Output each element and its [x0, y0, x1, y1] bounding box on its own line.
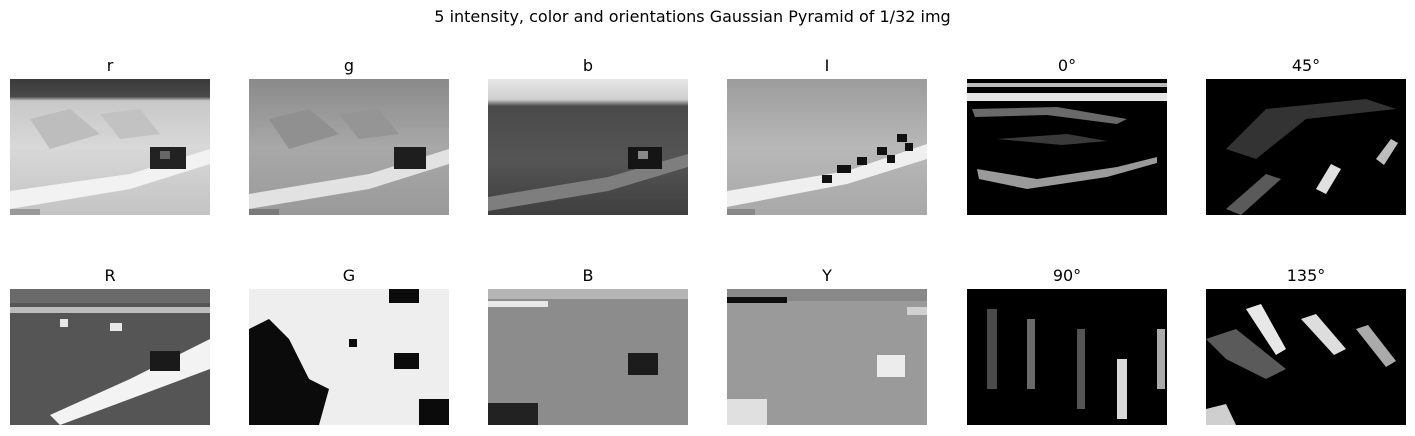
image-intensity: [727, 79, 927, 215]
panel-title-o135: 135°: [1286, 266, 1326, 285]
image-orientation-90: [967, 289, 1167, 425]
panel-title-B: B: [582, 266, 594, 285]
panel-title-o0: 0°: [1057, 56, 1077, 75]
panel-title-b: b: [582, 56, 594, 75]
panel-title-o90: 90°: [1052, 266, 1082, 285]
image-B-color: [488, 289, 688, 425]
image-g-channel: [249, 79, 449, 215]
image-orientation-45: [1206, 79, 1406, 215]
figure-title: 5 intensity, color and orientations Gaus…: [434, 7, 951, 26]
image-Y-color: [727, 289, 927, 425]
panel-title-G: G: [342, 266, 356, 285]
image-orientation-0: [967, 79, 1167, 215]
image-G-color: [249, 289, 449, 425]
image-orientation-135: [1206, 289, 1406, 425]
panel-title-g: g: [343, 56, 355, 75]
panel-title-r: r: [106, 56, 114, 75]
panel-title-R: R: [104, 266, 116, 285]
image-R-color: [10, 289, 210, 425]
image-r-channel: [10, 79, 210, 215]
panel-title-I: I: [824, 56, 830, 75]
image-b-channel: [488, 79, 688, 215]
panel-title-o45: 45°: [1291, 56, 1321, 75]
panel-title-Y: Y: [822, 266, 832, 285]
